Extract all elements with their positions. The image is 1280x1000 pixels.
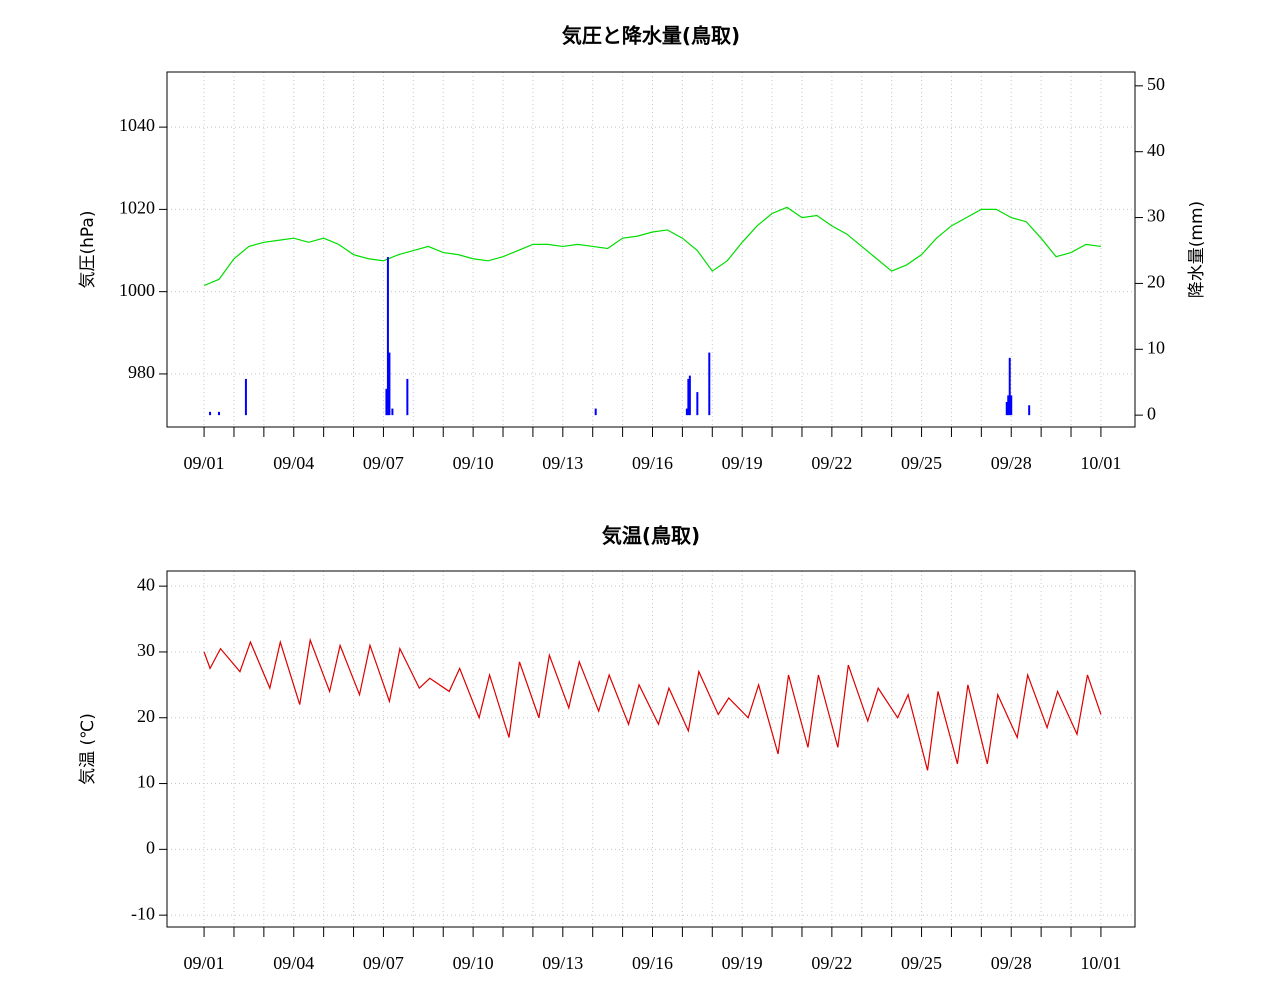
x-tick-label: 09/04 [273,953,314,973]
x-tick-label: 09/16 [632,453,673,473]
y-tick-label: 0 [146,837,155,857]
bar [244,378,247,416]
y-tick-label: 1000 [119,280,155,300]
chart-title: 気温(鳥取) [602,524,700,548]
bar [388,352,391,416]
data-line [203,206,1102,287]
x-tick-label: 09/01 [184,453,225,473]
y2-tick-label: 0 [1147,403,1156,423]
y-tick-label: -10 [131,903,155,923]
y-tick-label: 1040 [119,115,155,135]
y-tick-label: 40 [137,574,155,594]
y2-tick-label: 20 [1147,272,1165,292]
x-tick-label: 09/10 [453,953,494,973]
y2-tick-label: 30 [1147,206,1165,226]
x-tick-label: 09/13 [542,453,583,473]
y-tick-label: 1020 [119,198,155,218]
bar [391,408,394,416]
y-tick-label: 10 [137,772,155,792]
bar [708,352,711,416]
x-tick-label: 09/07 [363,953,404,973]
x-tick-label: 09/16 [632,953,673,973]
y-tick-label: 980 [128,362,155,382]
bar [406,378,409,416]
y-tick-label: 30 [137,640,155,660]
x-tick-label: 09/19 [722,953,763,973]
chart-title: 気圧と降水量(鳥取) [562,24,740,48]
bar [688,375,691,416]
bar [209,411,212,416]
y2-tick-label: 50 [1147,74,1165,94]
bar [386,257,389,416]
y2-axis-label: 降水量(mm) [1187,201,1207,298]
x-tick-label: 09/22 [811,953,852,973]
x-tick-label: 09/04 [273,453,314,473]
bar [385,388,388,416]
y-axis-label: 気圧(hPa) [78,211,98,289]
bar [1005,401,1008,416]
plot-frame [166,71,1136,428]
x-tick-label: 09/25 [901,953,942,973]
x-tick-label: 10/01 [1080,953,1121,973]
bar [1028,405,1031,416]
x-tick-label: 09/25 [901,453,942,473]
x-tick-label: 09/19 [722,453,763,473]
bar [687,378,690,416]
x-tick-label: 10/01 [1080,453,1121,473]
y2-tick-label: 10 [1147,337,1165,357]
bar [594,408,597,416]
x-tick-label: 09/28 [991,953,1032,973]
plot-frame [166,570,1136,928]
y-tick-label: 20 [137,706,155,726]
bar [1007,395,1010,416]
bar [1010,395,1013,416]
bar [1008,357,1011,416]
data-line [203,637,1102,771]
y-axis-label: 気温 (℃) [78,713,98,785]
bar [696,392,699,416]
y2-tick-label: 40 [1147,140,1165,160]
x-tick-label: 09/01 [184,953,225,973]
x-tick-label: 09/07 [363,453,404,473]
x-tick-label: 09/13 [542,953,583,973]
bar [685,408,688,416]
bar [218,411,221,416]
x-tick-label: 09/28 [991,453,1032,473]
x-tick-label: 09/10 [453,453,494,473]
x-tick-label: 09/22 [811,453,852,473]
